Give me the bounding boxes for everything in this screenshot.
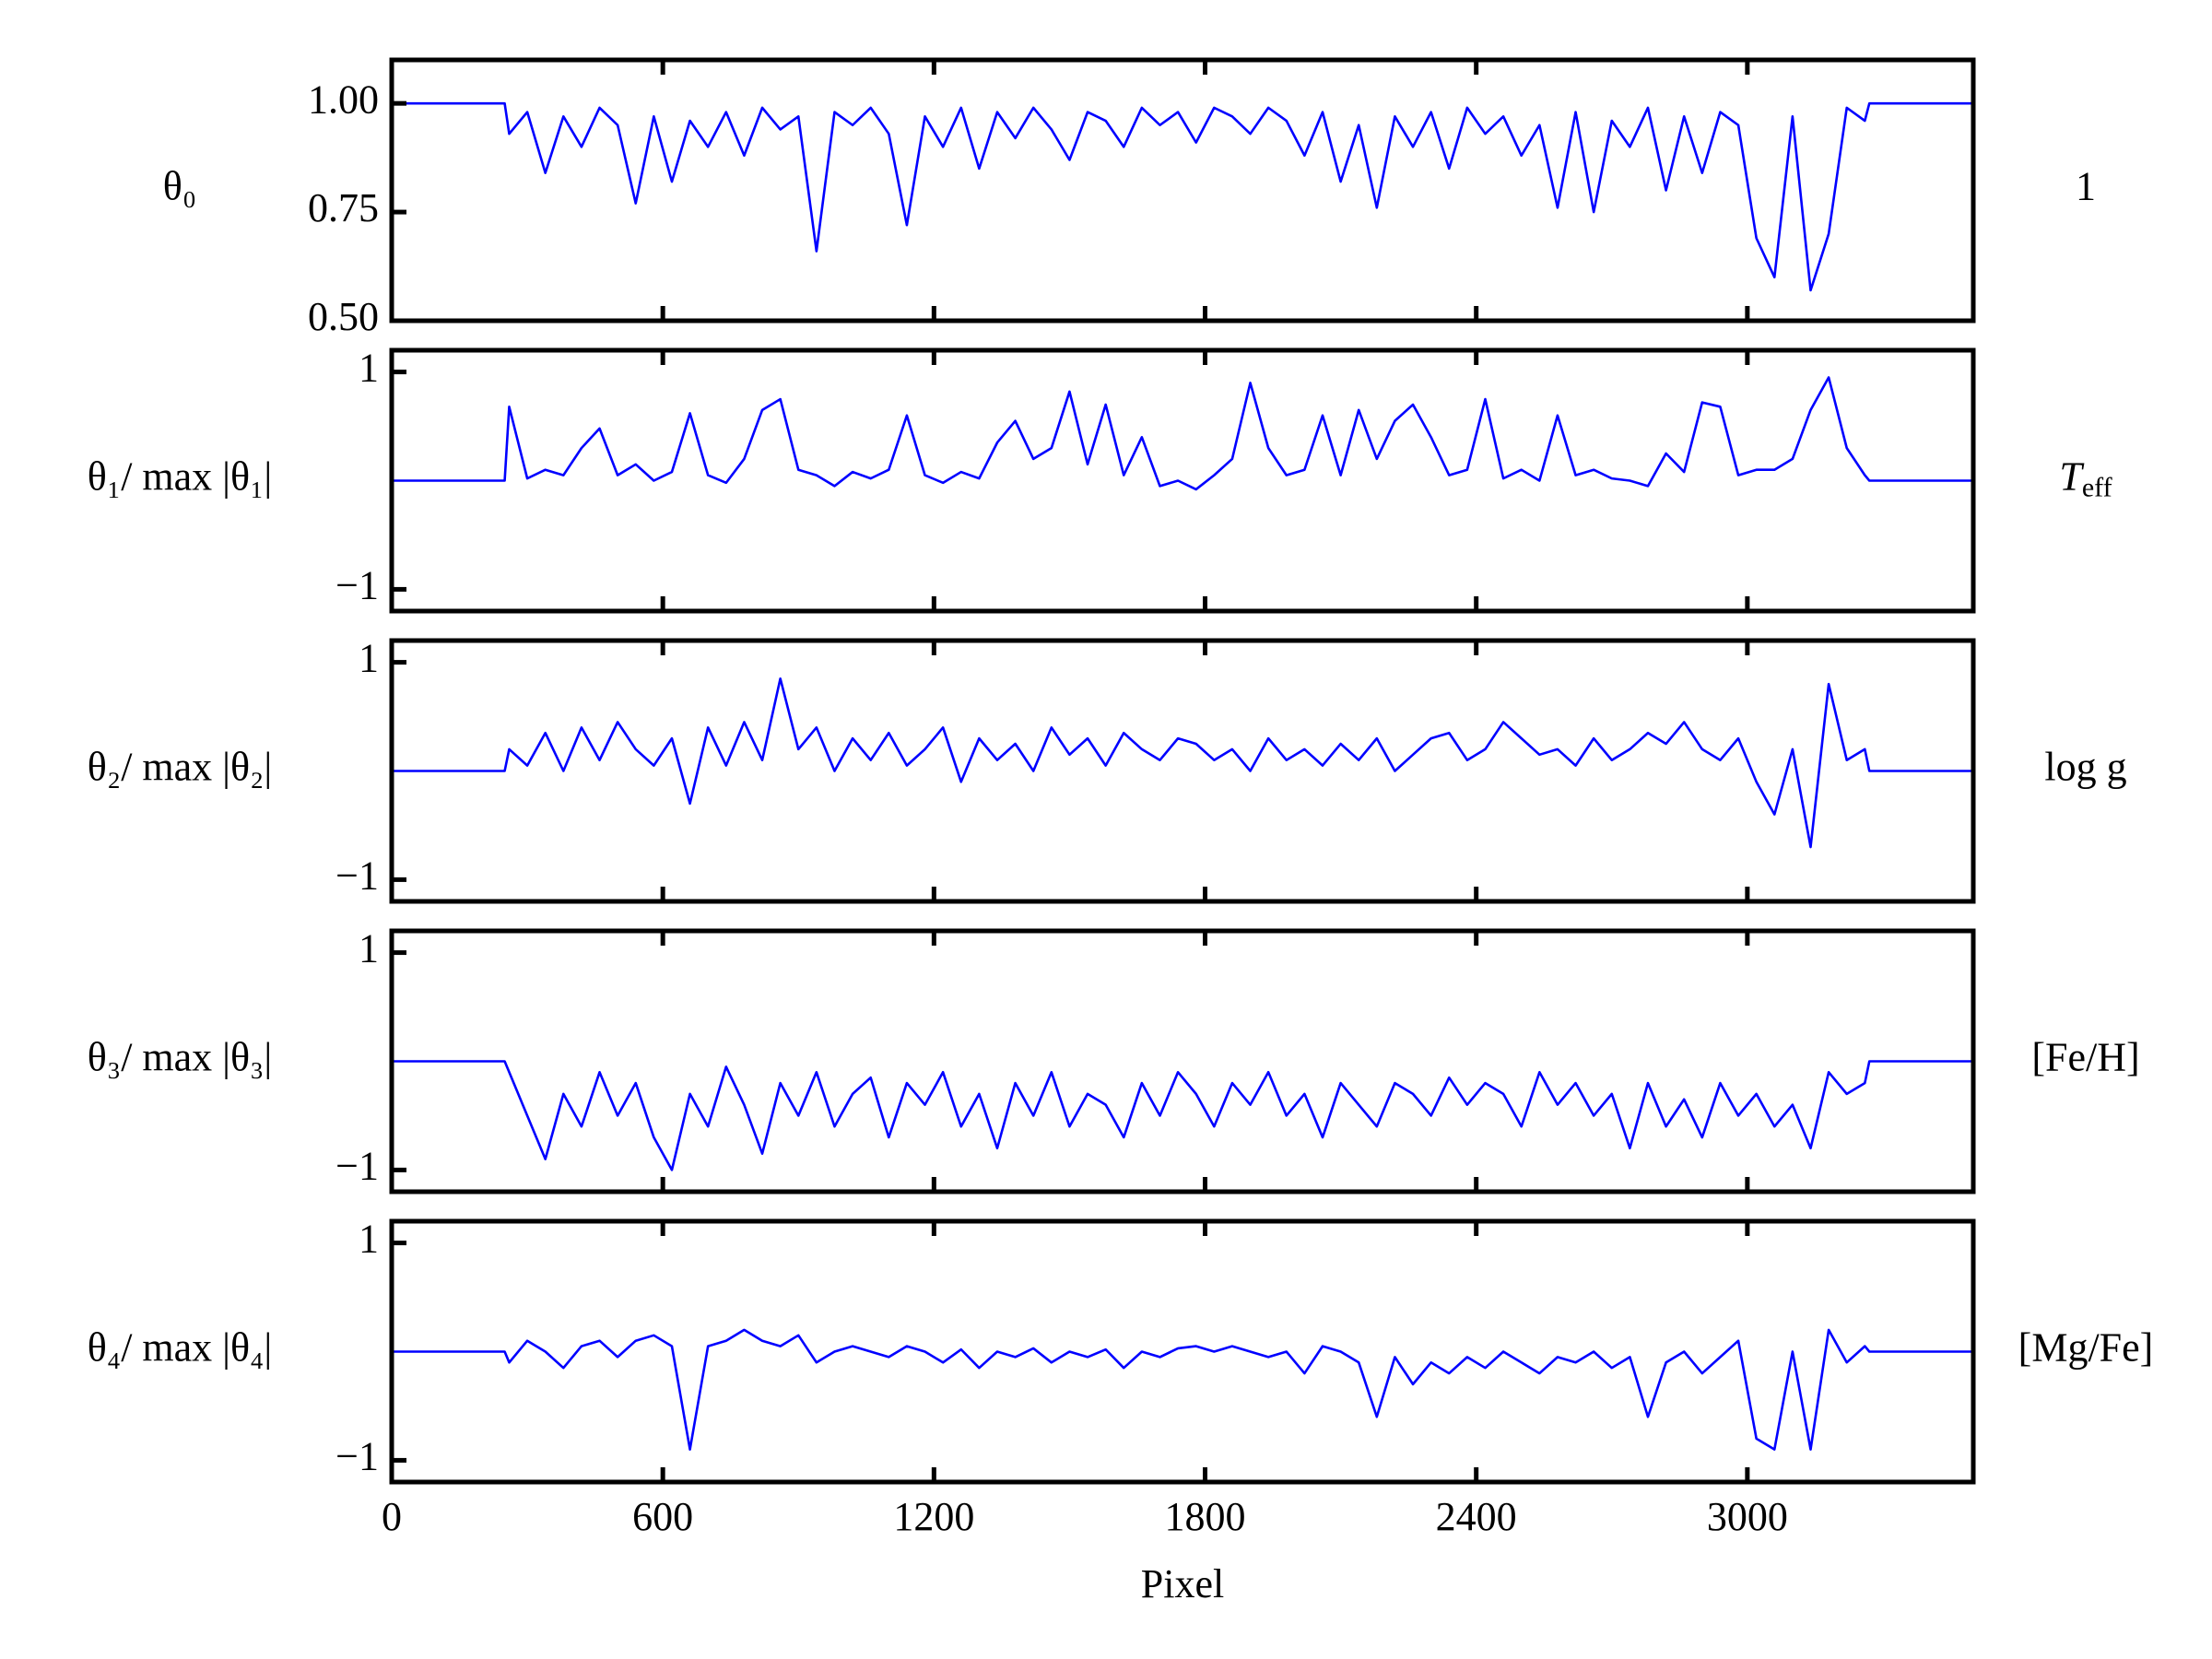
x-tick-label: 2400 xyxy=(1436,1494,1517,1539)
axes-frame xyxy=(389,928,1976,1194)
y-tick-label: 1 xyxy=(359,1217,379,1262)
right-label-base: T xyxy=(2059,454,2085,500)
y-axis-label: θ₄/ max |θ₄| xyxy=(88,1325,272,1371)
y-tick-label: 1.00 xyxy=(308,76,379,122)
data-line xyxy=(392,101,1973,292)
right-label: log g xyxy=(2044,745,2126,790)
y-tick-label: 1 xyxy=(359,636,379,681)
y-tick-label: −1 xyxy=(335,853,379,899)
right-label: Teff xyxy=(2059,454,2112,503)
y-tick-label: −1 xyxy=(335,563,379,608)
y-axis-label: θ₃/ max |θ₃| xyxy=(88,1035,272,1080)
y-tick-label: 1 xyxy=(359,346,379,391)
x-axis-label: Pixel xyxy=(1141,1561,1224,1606)
x-tick-label: 1800 xyxy=(1165,1494,1246,1539)
right-label: 1 xyxy=(2076,164,2096,209)
y-tick-label: −1 xyxy=(335,1144,379,1189)
data-line xyxy=(392,677,1973,849)
y-tick-label: 1 xyxy=(359,926,379,971)
y-tick-label: 0.50 xyxy=(308,294,379,339)
right-label: [Mg/Fe] xyxy=(2018,1325,2154,1371)
axes-frame xyxy=(389,347,1976,614)
x-tick-label: 600 xyxy=(632,1494,693,1539)
x-tick-label: 3000 xyxy=(1707,1494,1788,1539)
x-tick-label: 1200 xyxy=(893,1494,974,1539)
y-tick-label: 0.75 xyxy=(308,185,379,230)
axes-frame xyxy=(389,1218,1976,1485)
y-axis-label: θ₂/ max |θ₂| xyxy=(88,745,272,790)
x-tick-label: 0 xyxy=(382,1494,402,1539)
y-axis-label: θ₀ xyxy=(163,164,196,209)
data-line xyxy=(392,376,1973,491)
y-axis-label: θ₁/ max |θ₁| xyxy=(88,454,272,500)
axes-frame xyxy=(389,57,1976,324)
right-label-sub: eff xyxy=(2082,472,2112,502)
right-label: [Fe/H] xyxy=(2031,1035,2139,1080)
data-line xyxy=(392,1060,1973,1171)
y-tick-label: −1 xyxy=(335,1434,379,1479)
data-line xyxy=(392,1328,1973,1451)
axes-frame xyxy=(389,638,1976,904)
